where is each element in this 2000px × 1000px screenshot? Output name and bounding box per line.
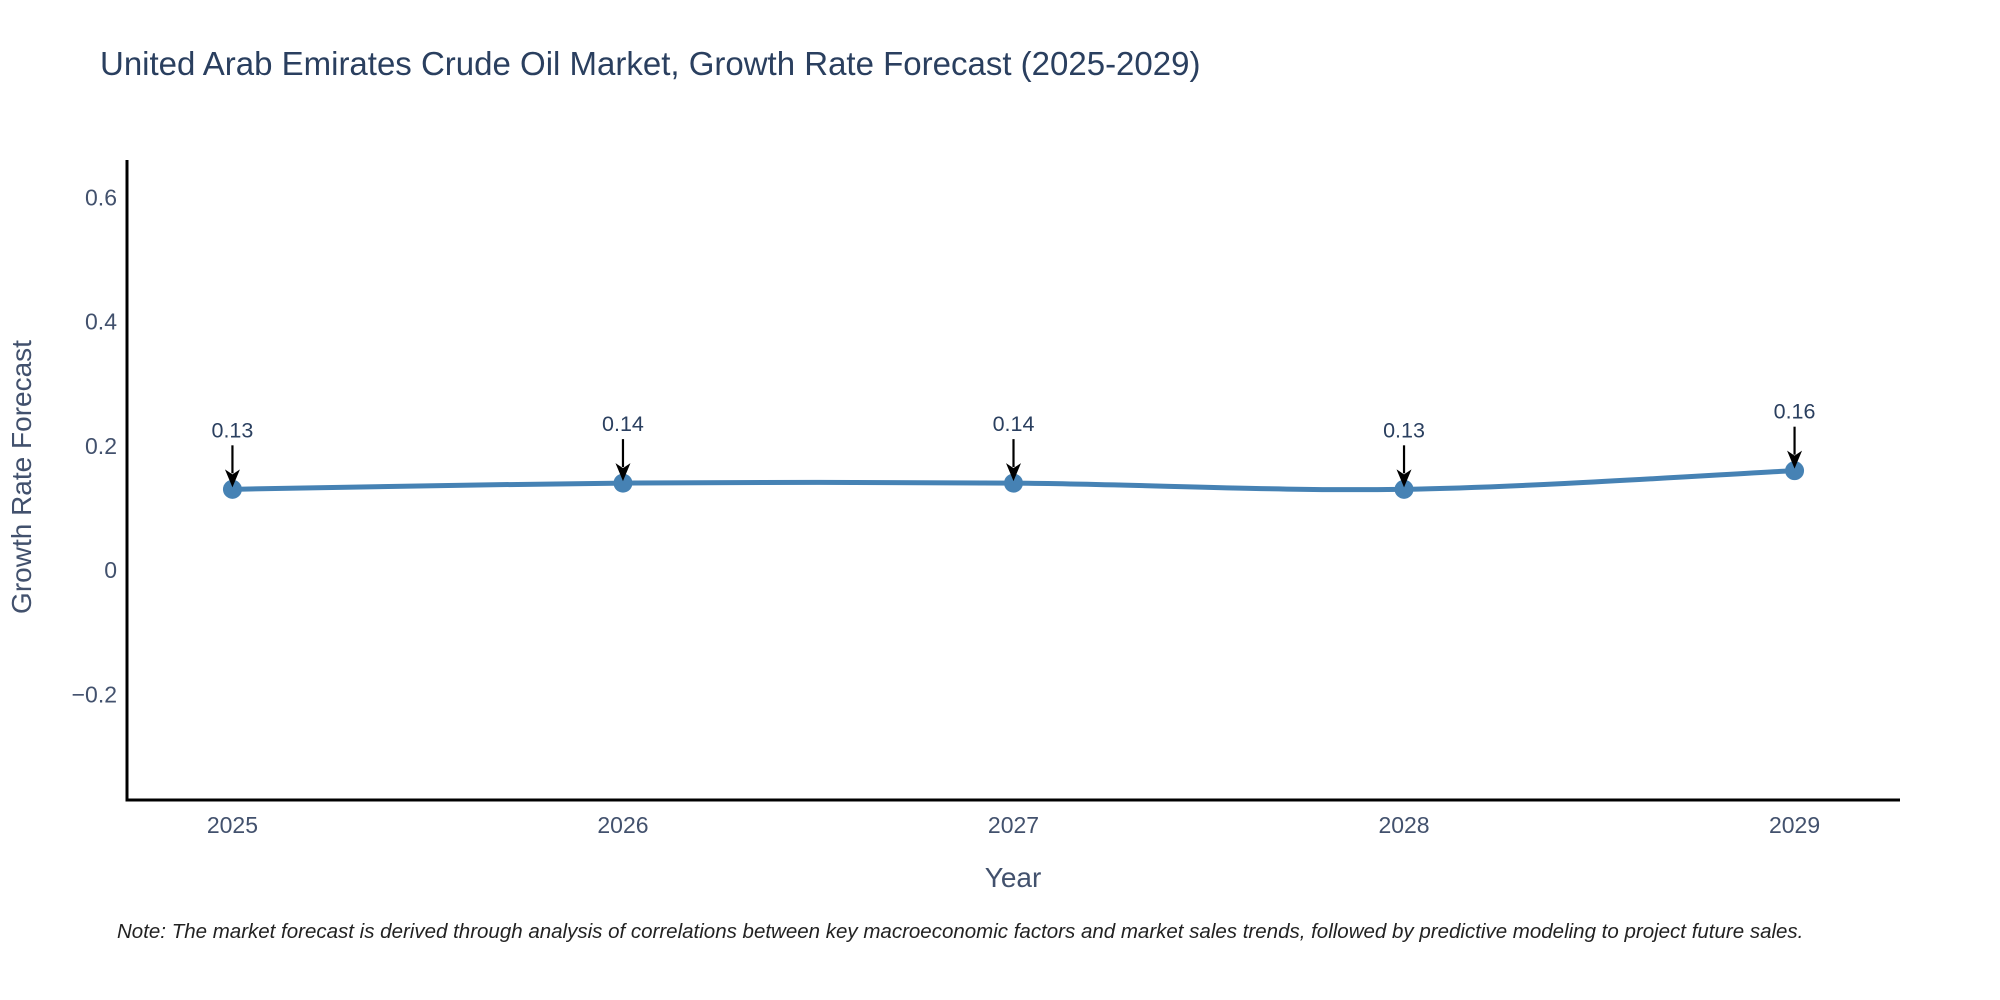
y-tick-label: −0.2 bbox=[72, 681, 117, 707]
annotation-arrowhead-icon bbox=[1396, 469, 1412, 488]
annotation-arrowhead-icon bbox=[1787, 450, 1803, 469]
chart-title: United Arab Emirates Crude Oil Market, G… bbox=[100, 45, 1201, 82]
annotation-arrowhead-icon bbox=[224, 469, 240, 488]
footnote: Note: The market forecast is derived thr… bbox=[117, 920, 1804, 943]
point-annotation-label: 0.13 bbox=[212, 418, 254, 442]
y-tick-label: 0 bbox=[104, 557, 117, 583]
point-annotation-label: 0.16 bbox=[1774, 400, 1816, 424]
x-tick-label: 2029 bbox=[1769, 812, 1820, 838]
annotation-arrowhead-icon bbox=[615, 463, 631, 482]
data-point-marker[interactable] bbox=[222, 479, 242, 499]
data-point-marker[interactable] bbox=[613, 473, 633, 493]
point-annotation-label: 0.14 bbox=[602, 412, 644, 436]
x-tick-label: 2027 bbox=[988, 812, 1039, 838]
y-tick-label: 0.6 bbox=[85, 184, 117, 210]
x-tick-label: 2025 bbox=[207, 812, 258, 838]
y-tick-label: 0.2 bbox=[85, 433, 117, 459]
data-point-marker[interactable] bbox=[1394, 479, 1414, 499]
x-axis-title: Year bbox=[984, 862, 1042, 893]
data-point-marker[interactable] bbox=[1785, 461, 1805, 481]
data-point-marker[interactable] bbox=[1004, 473, 1023, 493]
point-annotation-label: 0.13 bbox=[1383, 418, 1425, 442]
x-tick-label: 2028 bbox=[1378, 812, 1429, 838]
x-tick-label: 2026 bbox=[597, 812, 648, 838]
point-annotation-label: 0.14 bbox=[993, 412, 1035, 436]
annotation-arrowhead-icon bbox=[1006, 463, 1021, 482]
y-tick-label: 0.4 bbox=[85, 309, 117, 335]
